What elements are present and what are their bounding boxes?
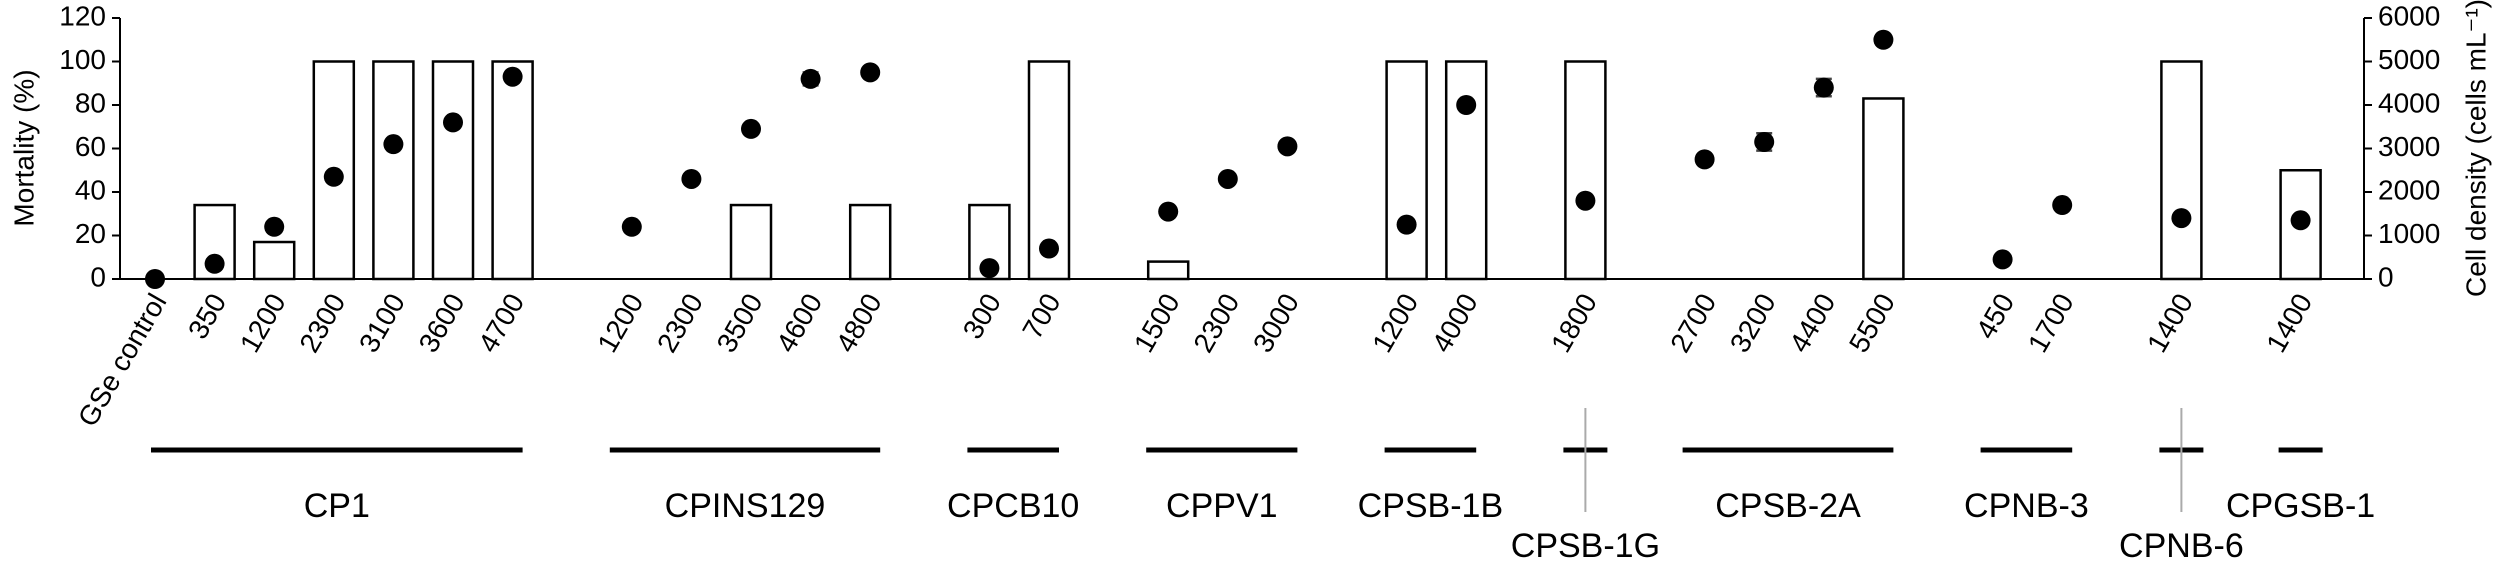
group-label: CPNB-3 [1964, 487, 2089, 525]
bar [1146, 260, 1190, 281]
bar [372, 60, 415, 281]
group-label: CPNB-6 [2119, 527, 2244, 565]
x-tick-label: 4700 [472, 288, 530, 357]
point [2052, 195, 2073, 216]
y-axis-title: Mortality (%) [8, 69, 39, 226]
point [1158, 201, 1179, 222]
y2-tick-label: 4000 [2378, 87, 2440, 118]
bar [848, 203, 892, 281]
group-label: CPSB-1B [1358, 487, 1504, 525]
x-tick-label: 2700 [1664, 288, 1722, 357]
x-tick-label: 1400 [2260, 288, 2318, 357]
x-tick-label: 350 [182, 288, 232, 344]
x-tick-label: 1800 [1545, 288, 1603, 357]
point [1873, 29, 1894, 50]
bar [1444, 60, 1488, 281]
point [1277, 136, 1298, 157]
point [1813, 77, 1834, 98]
x-tick-label: 300 [957, 288, 1007, 344]
group-label: CPGSB-1 [2226, 487, 2375, 525]
x-tick-label: 1200 [234, 288, 292, 357]
point [1754, 131, 1775, 152]
x-tick-label: GSe control [72, 288, 173, 432]
y2-tick-label: 3000 [2378, 131, 2440, 162]
y-tick-label: 100 [59, 44, 106, 75]
point [979, 258, 1000, 279]
group-label: CPCB10 [947, 487, 1079, 525]
x-tick-label: 4400 [1783, 288, 1841, 357]
x-tick-label: 1400 [2141, 288, 2199, 357]
bar [1862, 97, 1905, 281]
point [502, 66, 523, 87]
x-tick-label: 5500 [1843, 288, 1901, 357]
point [323, 166, 344, 187]
point [1217, 168, 1238, 189]
y-tick-label: 20 [75, 218, 106, 249]
point [383, 134, 404, 155]
point [2171, 208, 2192, 229]
point [443, 112, 463, 133]
y-tick-label: 80 [75, 87, 106, 118]
point [681, 168, 702, 189]
y2-tick-label: 0 [2378, 261, 2394, 292]
x-tick-label: 3000 [1247, 288, 1305, 357]
y-tick-label: 40 [75, 174, 106, 205]
group-label: CP1 [304, 487, 370, 525]
y2-tick-label: 5000 [2378, 44, 2440, 75]
group-label: CPSB-1G [1511, 527, 1660, 565]
bar [431, 60, 475, 281]
y2-tick-label: 6000 [2378, 0, 2440, 31]
point [264, 216, 285, 237]
point [741, 118, 761, 139]
x-tick-label: 3100 [353, 288, 411, 357]
point [1396, 214, 1417, 235]
x-tick-label: 4000 [1426, 288, 1484, 357]
y-tick-label: 60 [75, 131, 106, 162]
group-label: CPPV1 [1166, 487, 1278, 525]
bar [1564, 60, 1607, 281]
x-tick-label: 2300 [651, 288, 709, 357]
x-tick-label: 2300 [293, 288, 351, 357]
point [204, 253, 225, 274]
x-tick-label: 3500 [711, 288, 769, 357]
point [1039, 238, 1059, 259]
point [1992, 249, 2013, 270]
bar [729, 203, 773, 281]
group-label: CPINS129 [665, 487, 826, 525]
x-tick-label: 4600 [770, 288, 828, 357]
x-tick-label: 3200 [1724, 288, 1782, 357]
x-tick-label: 1500 [1128, 288, 1186, 357]
bar [1385, 60, 1428, 281]
bar [491, 60, 534, 281]
point [1456, 95, 1477, 115]
y-tick-label: 0 [90, 261, 106, 292]
x-tick-label: 1200 [1366, 288, 1424, 357]
point [145, 269, 165, 289]
point [1694, 149, 1715, 170]
y2-axis-title: Cell density (cells mL⁻¹) [2460, 0, 2491, 297]
point [621, 216, 642, 237]
point [860, 62, 881, 83]
x-tick-label: 3600 [413, 288, 471, 357]
y2-tick-label: 1000 [2378, 218, 2440, 249]
x-tick-label: 1200 [591, 288, 649, 357]
x-tick-label: 450 [1970, 288, 2020, 344]
group-label: CPSB-2A [1715, 487, 1861, 525]
x-tick-label: 2300 [1187, 288, 1245, 357]
y-tick-label: 120 [59, 0, 106, 31]
x-tick-label: 1700 [2022, 288, 2080, 357]
y2-tick-label: 2000 [2378, 174, 2440, 205]
x-tick-label: 700 [1016, 288, 1066, 344]
point [1575, 190, 1596, 211]
bar [2160, 60, 2203, 281]
x-tick-label: 4800 [830, 288, 888, 357]
point [2290, 210, 2311, 231]
bar [252, 240, 296, 281]
point [800, 68, 821, 89]
